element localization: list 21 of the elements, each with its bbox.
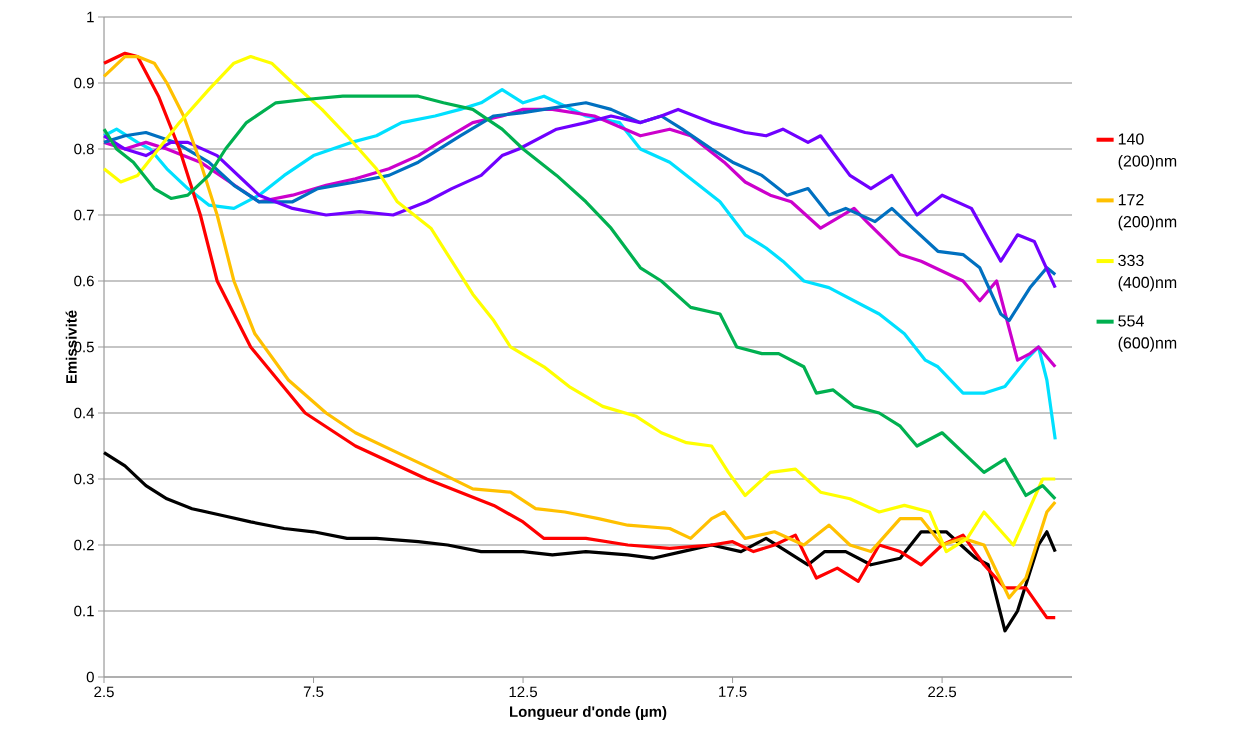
y-tick-label: 0.7: [74, 209, 94, 221]
legend-label: 333 (400)nm: [1118, 254, 1177, 292]
y-tick-label: 0.1: [74, 605, 94, 617]
y-tick-label: 0.2: [74, 539, 94, 551]
y-tick-label: 0.8: [74, 143, 94, 155]
legend-label: 140 (200)nm: [1118, 133, 1177, 170]
x-tick-label: 2.5: [94, 686, 114, 698]
line-series: [102, 450, 1057, 633]
x-axis-title: Longueur d'onde (µm): [510, 706, 667, 721]
y-tick-label: 0.9: [74, 77, 94, 89]
y-tick-label: 0.4: [74, 407, 95, 419]
x-tick-label: 17.5: [719, 686, 747, 697]
x-tick-label: 22.5: [928, 686, 957, 698]
y-tick-label: 0: [86, 671, 94, 683]
legend-label: 554 (600)nm: [1118, 315, 1177, 352]
legend-label: 172 (200)nm: [1118, 194, 1177, 231]
y-tick-label: 0.3: [74, 473, 94, 485]
x-tick-label: 12.5: [509, 686, 538, 698]
x-tick-label: 7.5: [303, 686, 324, 697]
y-tick-label: 1: [87, 11, 94, 23]
y-tick-label: 0.6: [74, 275, 94, 287]
